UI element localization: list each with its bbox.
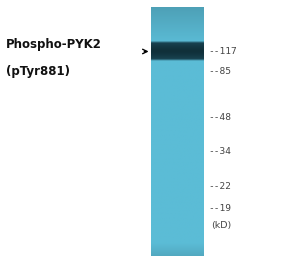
Text: (kD): (kD) (211, 221, 231, 230)
Text: --117: --117 (208, 47, 237, 56)
Text: --34: --34 (208, 147, 231, 156)
Text: --22: --22 (208, 182, 231, 191)
Text: Phospho-PYK2: Phospho-PYK2 (6, 38, 102, 51)
Text: (pTyr881): (pTyr881) (6, 65, 70, 78)
Text: --48: --48 (208, 113, 231, 122)
Text: --85: --85 (208, 67, 231, 76)
Text: --19: --19 (208, 204, 231, 213)
